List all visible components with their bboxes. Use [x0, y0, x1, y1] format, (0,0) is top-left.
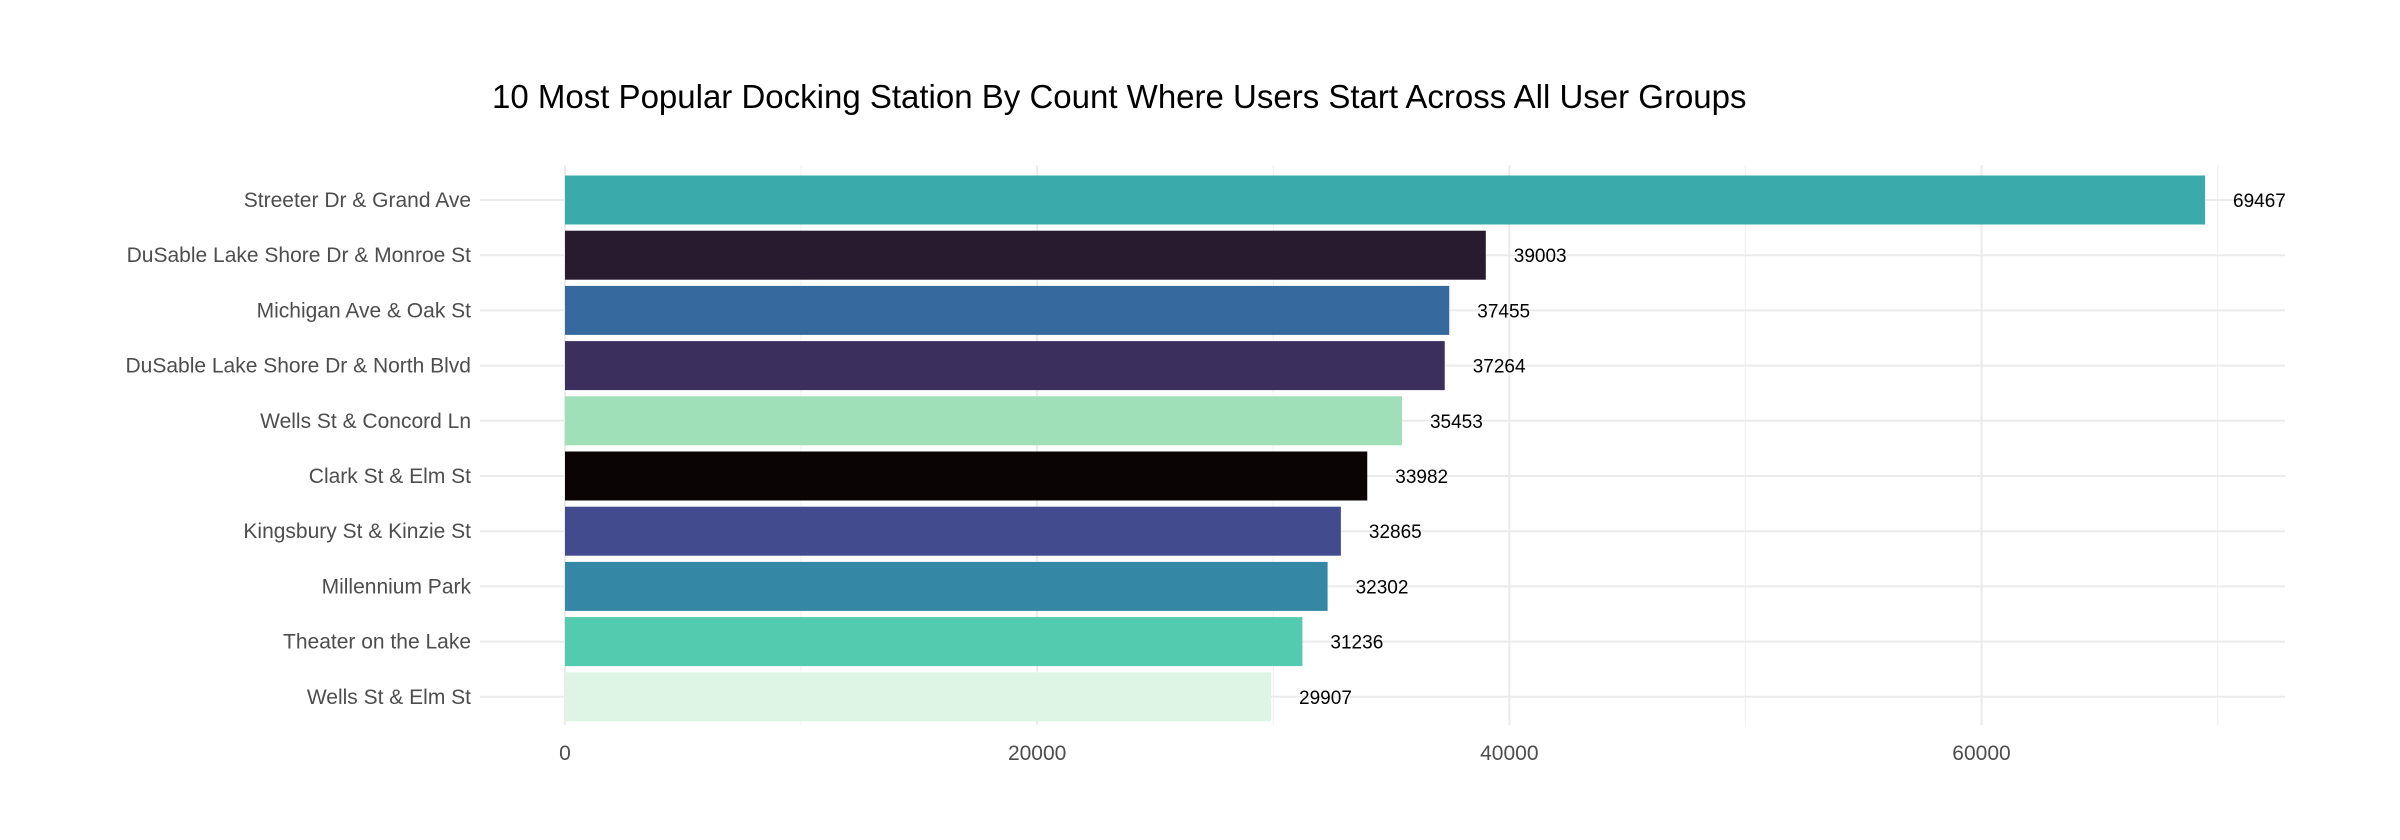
chart-title: 10 Most Popular Docking Station By Count…: [492, 78, 1747, 115]
x-tick-label: 40000: [1480, 742, 1538, 765]
bar: [565, 672, 1271, 721]
bar: [565, 396, 1402, 445]
bar: [565, 452, 1367, 501]
category-label: Michigan Ave & Oak St: [257, 299, 472, 322]
x-tick-label: 20000: [1008, 742, 1066, 765]
value-label: 35453: [1430, 412, 1483, 433]
x-axis-ticks: 0 20000 40000 60000: [559, 742, 2011, 765]
value-label: 33982: [1395, 467, 1448, 488]
value-label: 69467: [2233, 191, 2286, 212]
category-label: DuSable Lake Shore Dr & Monroe St: [127, 244, 472, 267]
bar: [565, 341, 1445, 390]
bar: [565, 617, 1302, 666]
value-label: 29907: [1299, 688, 1352, 709]
category-label: Theater on the Lake: [283, 631, 471, 654]
bar: [565, 507, 1341, 556]
category-label: Wells St & Elm St: [307, 686, 471, 709]
value-label: 32302: [1356, 577, 1409, 598]
value-label: 37264: [1473, 357, 1526, 378]
category-labels: Streeter Dr & Grand Ave DuSable Lake Shor…: [125, 189, 471, 709]
value-label: 37455: [1477, 301, 1530, 322]
bar: [565, 562, 1328, 611]
x-tick-label: 0: [559, 742, 571, 765]
bar: [565, 286, 1449, 335]
value-label: 39003: [1514, 246, 1567, 267]
bar: [565, 176, 2205, 225]
bars: [565, 176, 2205, 722]
x-tick-label: 60000: [1952, 742, 2010, 765]
category-label: Kingsbury St & Kinzie St: [243, 520, 471, 543]
category-label: DuSable Lake Shore Dr & North Blvd: [125, 355, 471, 378]
value-label: 32865: [1369, 522, 1422, 543]
category-label: Clark St & Elm St: [309, 465, 471, 488]
category-label: Millennium Park: [322, 575, 472, 598]
category-label: Streeter Dr & Grand Ave: [244, 189, 471, 212]
category-label: Wells St & Concord Ln: [260, 410, 471, 433]
bar: [565, 231, 1486, 280]
value-label: 31236: [1330, 633, 1383, 654]
